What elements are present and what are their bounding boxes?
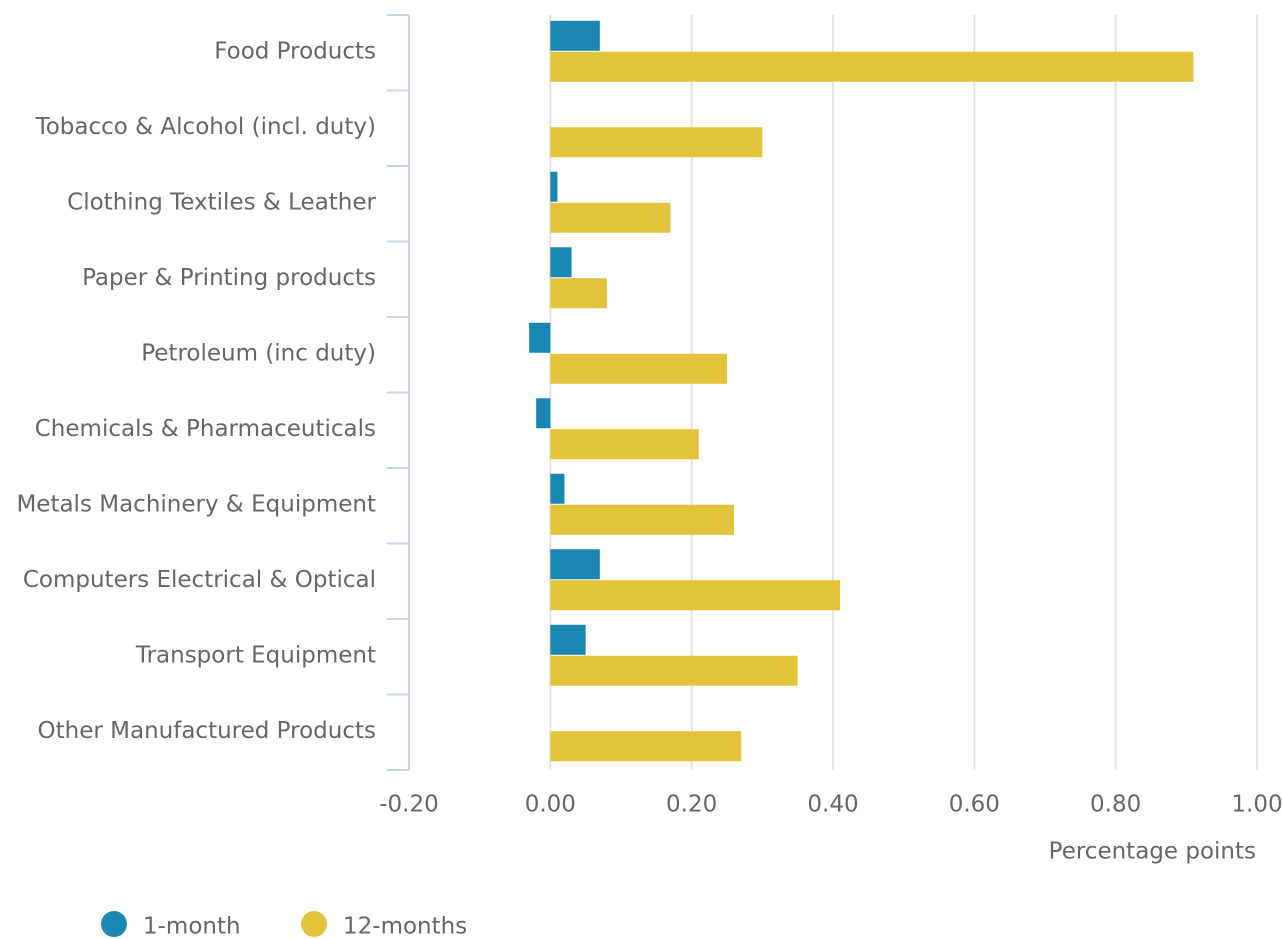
bar <box>550 429 699 460</box>
x-tick-label: 0.80 <box>1090 792 1141 818</box>
bar <box>550 127 763 158</box>
bar <box>550 51 1194 82</box>
y-tick-label: Computers Electrical & Optical <box>23 567 376 593</box>
bar <box>550 247 572 278</box>
bar <box>550 20 600 51</box>
bar <box>550 580 841 611</box>
y-tick-label: Transport Equipment <box>135 642 376 668</box>
y-tick-label: Food Products <box>214 38 376 64</box>
x-tick-label: 0.00 <box>525 792 576 818</box>
legend-label: 12-months <box>343 914 467 939</box>
y-tick-label: Chemicals & Pharmaceuticals <box>35 416 376 442</box>
bar <box>550 171 558 202</box>
x-tick-label: -0.20 <box>379 792 439 818</box>
y-tick-label: Other Manufactured Products <box>38 718 376 744</box>
bar <box>550 278 607 309</box>
bar <box>529 322 551 353</box>
bar <box>550 549 600 580</box>
bar <box>550 473 565 504</box>
bar <box>550 655 798 686</box>
x-tick-label: 1.00 <box>1231 792 1282 818</box>
y-tick-label: Petroleum (inc duty) <box>141 340 376 366</box>
x-tick-label: 0.60 <box>949 792 1000 818</box>
y-tick-label: Clothing Textiles & Leather <box>67 189 376 215</box>
bar <box>550 504 735 535</box>
x-axis-label: Percentage points <box>1049 839 1256 865</box>
bar <box>550 624 586 655</box>
x-tick-label: 0.20 <box>666 792 717 818</box>
bar <box>550 731 742 762</box>
bar <box>550 202 671 233</box>
x-tick-label: 0.40 <box>807 792 858 818</box>
bar <box>550 353 727 384</box>
legend-marker <box>301 911 327 937</box>
legend-label: 1-month <box>143 914 241 939</box>
bar <box>536 398 551 429</box>
y-tick-label: Tobacco & Alcohol (incl. duty) <box>35 114 376 140</box>
y-tick-label: Paper & Printing products <box>82 265 376 291</box>
y-tick-label: Metals Machinery & Equipment <box>16 491 376 517</box>
legend-marker <box>101 911 127 937</box>
